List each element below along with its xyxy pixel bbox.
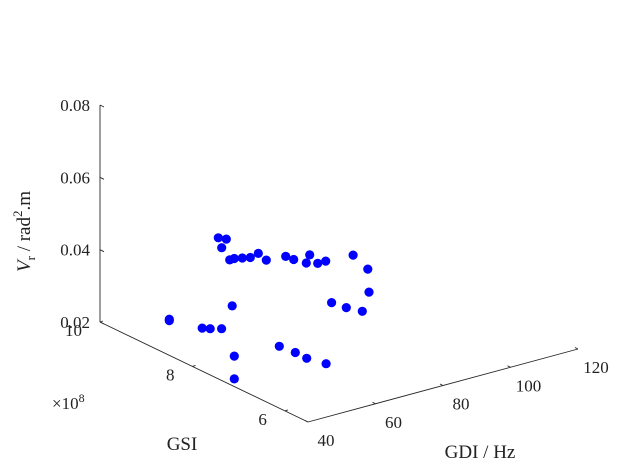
z-tick-label: 0.08: [60, 96, 90, 115]
data-point: [164, 316, 174, 326]
data-point: [290, 347, 300, 358]
z-label-sup: 2: [10, 211, 25, 218]
y-tick-mark: [192, 365, 196, 367]
tick-labels: 40 60 80 100 120 6 8 100.02 0.04 0.06 0.08: [60, 96, 609, 450]
data-point: [289, 254, 299, 265]
y-axis-line: [99, 321, 309, 423]
data-point: [227, 301, 237, 311]
data-points: [164, 233, 374, 384]
data-point: [357, 306, 367, 316]
data-point: [213, 233, 223, 243]
z-label-var: V: [14, 258, 35, 272]
data-point: [301, 258, 311, 268]
x-tick-label: 80: [453, 395, 470, 414]
data-point: [253, 248, 263, 258]
y-tick-mark: [284, 409, 289, 412]
data-point: [245, 252, 255, 263]
y-tick-label: 6: [258, 410, 267, 429]
data-point: [261, 255, 271, 265]
data-point: [217, 243, 227, 253]
z-tick-mark: [99, 321, 105, 325]
z-tick-mark: [99, 249, 105, 253]
x-tick-mark: [372, 401, 376, 405]
ticks: [99, 104, 579, 423]
x-tick-label: 100: [516, 376, 542, 395]
data-point: [229, 374, 239, 384]
z-axis-label: Vr / rad2.m: [10, 191, 38, 272]
data-point: [225, 255, 235, 265]
data-point: [321, 359, 331, 369]
z-tick-label: 0.04: [60, 241, 90, 260]
z-label-sub: r: [23, 255, 38, 260]
y-tick-label: 8: [166, 365, 175, 384]
data-point: [341, 303, 351, 313]
z-label-tail: .m: [14, 191, 35, 211]
data-point: [221, 234, 231, 244]
y-tick-label: 10: [65, 321, 82, 340]
z-tick-mark: [99, 104, 105, 108]
data-point: [229, 351, 239, 361]
data-point: [363, 264, 373, 274]
data-point: [281, 251, 291, 261]
data-point: [313, 258, 323, 268]
x-tick-label: 60: [385, 413, 402, 432]
y-multiplier-exponent: 8: [79, 391, 85, 405]
data-point: [197, 323, 207, 333]
y-multiplier-base: ×10: [52, 394, 79, 413]
z-tick-mark: [99, 176, 105, 180]
data-point: [217, 324, 227, 334]
data-point: [364, 287, 374, 297]
x-tick-mark: [507, 365, 511, 368]
x-tick-label: 40: [318, 431, 335, 450]
data-point: [274, 341, 284, 351]
x-tick-mark: [439, 383, 444, 386]
data-point: [321, 256, 331, 266]
data-point: [327, 298, 337, 308]
x-tick-mark: [304, 420, 309, 423]
y-axis-label: GSI: [167, 434, 198, 455]
data-point: [237, 253, 247, 263]
data-point: [205, 324, 215, 334]
x-axis-label: GDI / Hz: [445, 442, 516, 463]
data-point: [302, 353, 312, 363]
x-tick-mark: [574, 347, 579, 350]
data-point: [348, 250, 358, 260]
z-tick-label: 0.06: [60, 168, 90, 187]
y-axis-multiplier: ×108: [52, 391, 85, 413]
data-point: [305, 250, 315, 260]
x-tick-label: 120: [583, 358, 609, 377]
z-tick-label: 0.02: [60, 313, 90, 332]
z-label-mid: / rad: [14, 217, 35, 257]
